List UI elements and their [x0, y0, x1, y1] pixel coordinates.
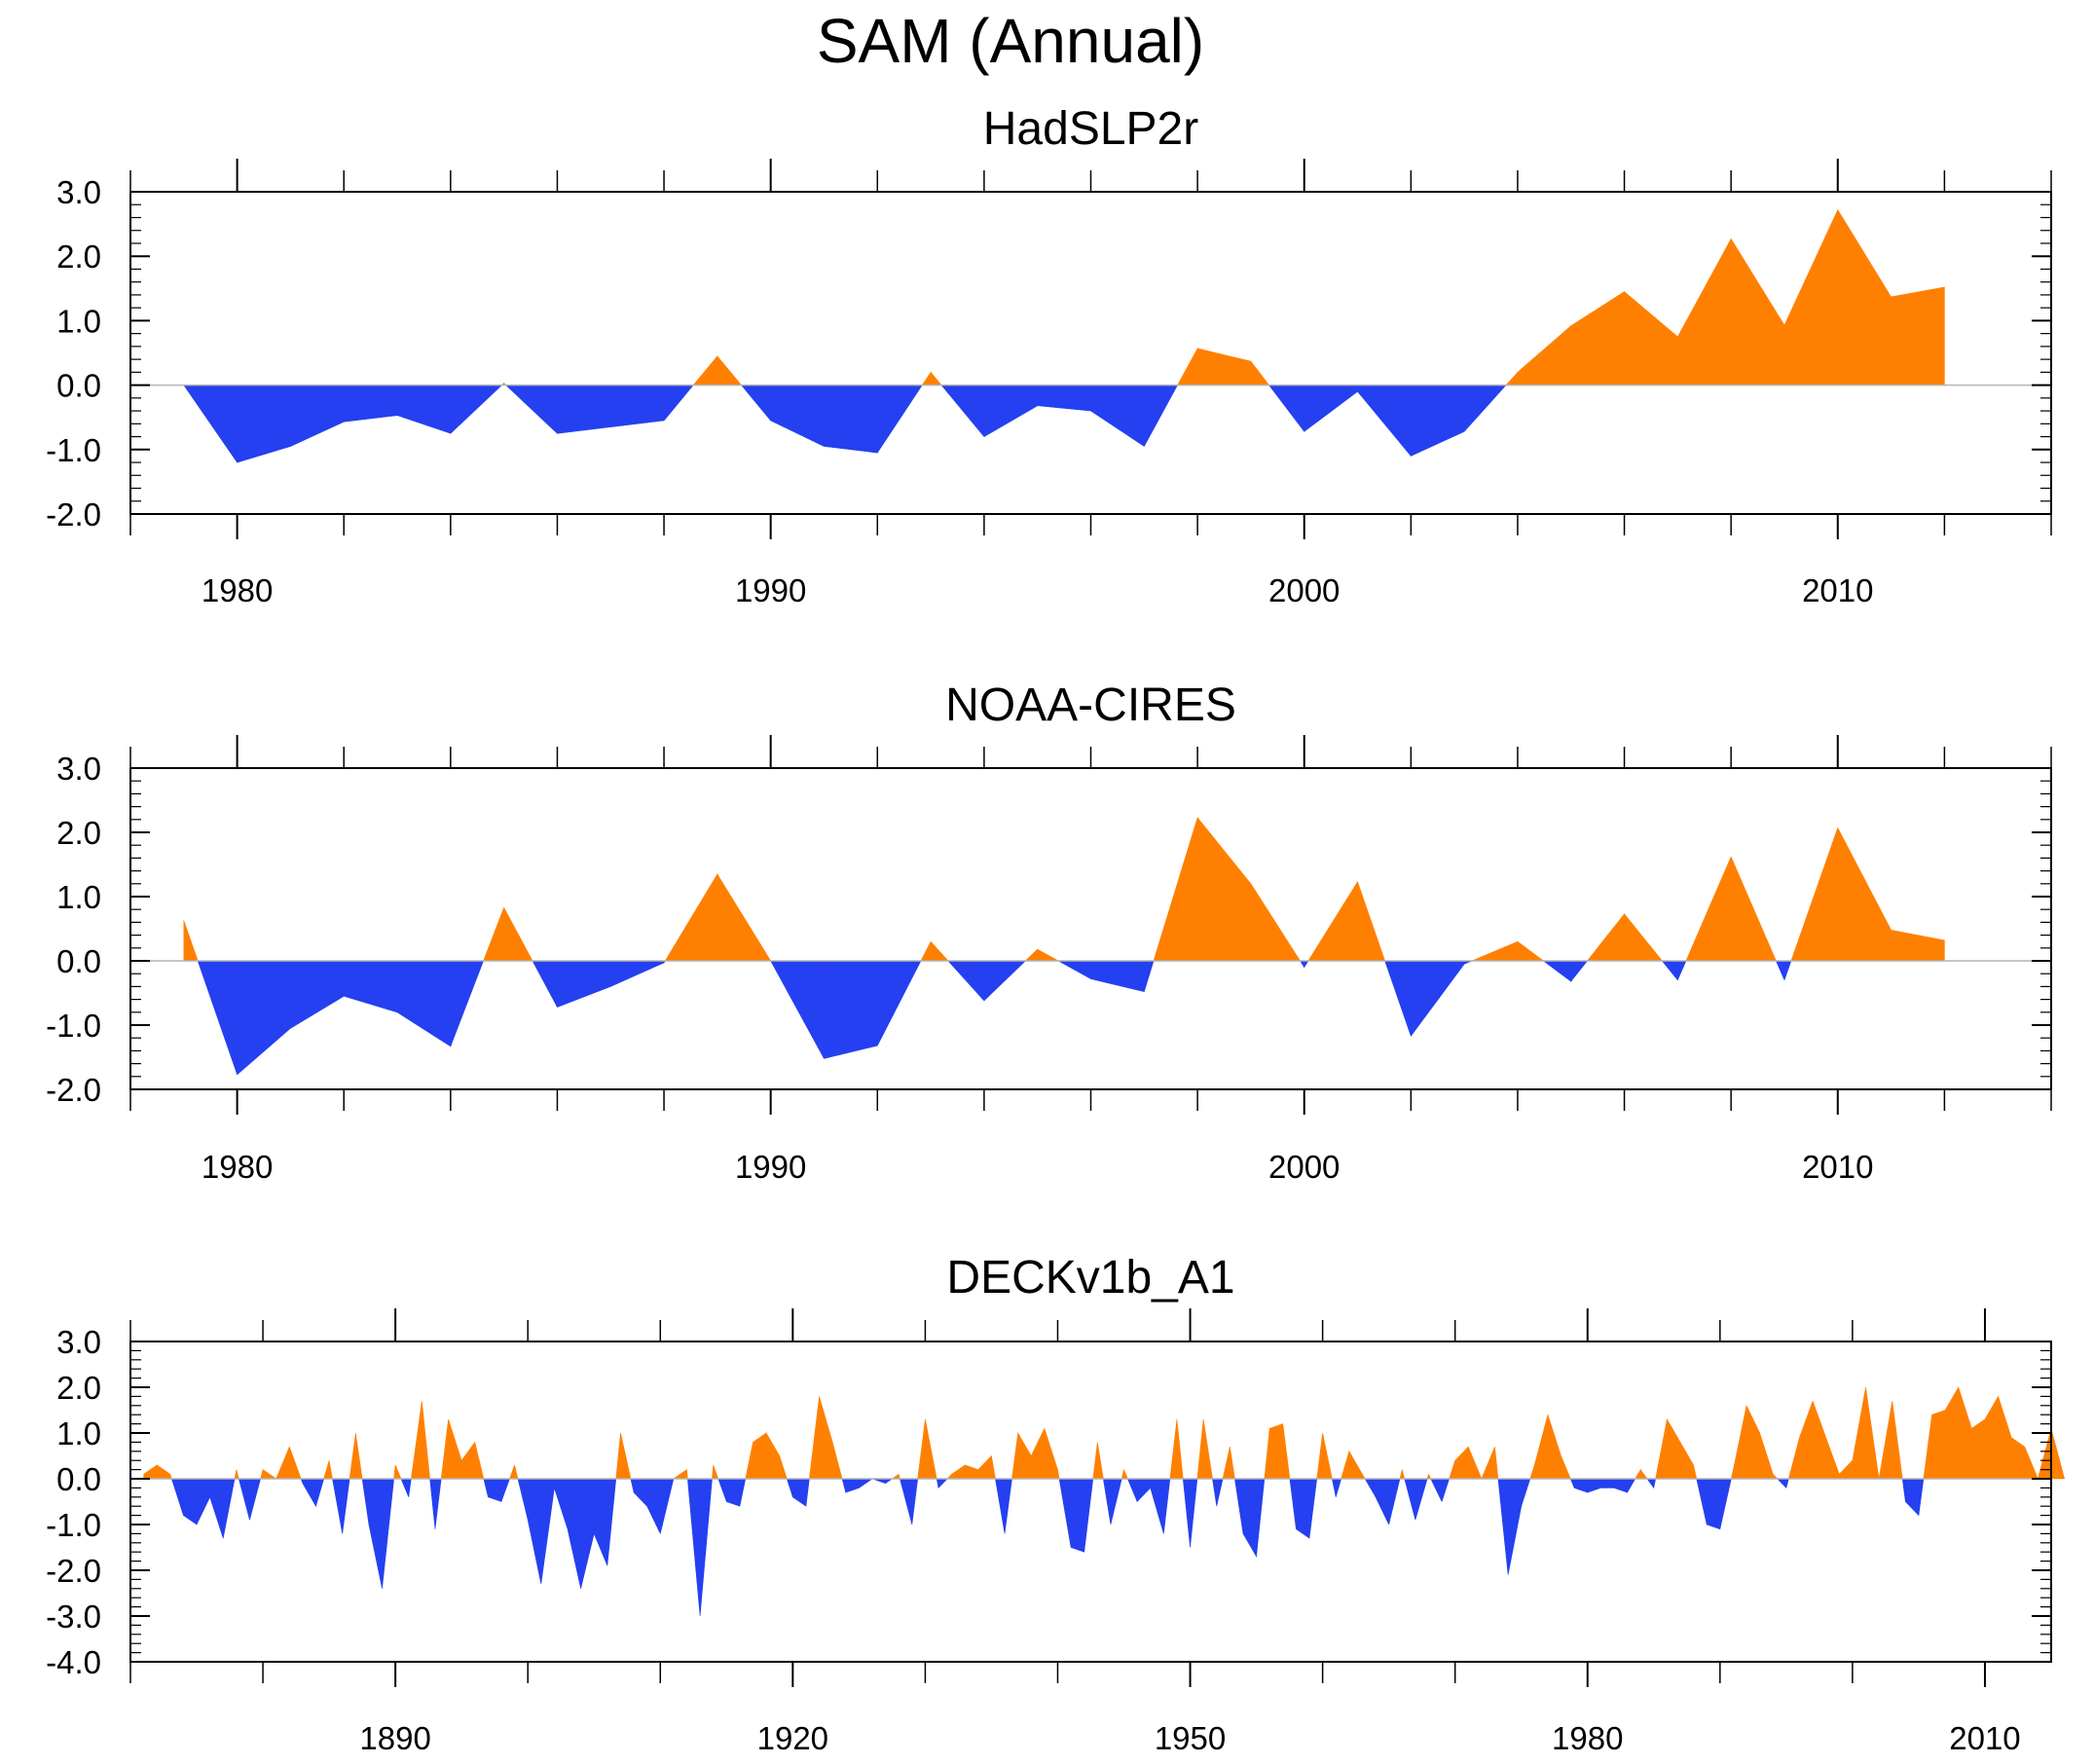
x-tick-label: 1920 — [757, 1720, 828, 1756]
subplot-title: DECKv1b_A1 — [946, 1252, 1234, 1304]
positive-area-deckv1b-a1 — [143, 1385, 2065, 1480]
negative-area-noaa-cires — [197, 960, 1792, 1076]
x-tick-label: 1990 — [735, 572, 806, 608]
y-tick-label: -1.0 — [46, 1507, 101, 1543]
y-tick-label: -2.0 — [46, 1072, 101, 1108]
y-tick-label: 1.0 — [56, 1415, 101, 1452]
y-tick-label: 1.0 — [56, 879, 101, 915]
chart-panel-hadslp2r: HadSLP2r -2.0 -1.0 0.0 1.0 2.0 3.0 1980 1990 2000… — [46, 103, 2052, 608]
x-tick-label: 2000 — [1268, 572, 1340, 608]
subplot-title: NOAA-CIRES — [945, 680, 1236, 731]
y-tick-label: 0.0 — [56, 1461, 101, 1497]
chart-panel-noaa-cires: NOAA-CIRES -2.0 -1.0 0.0 1.0 2.0 3.0 1980 1990 20… — [46, 680, 2052, 1185]
positive-area-hadslp2r — [500, 208, 1945, 386]
figure-title: SAM (Annual) — [817, 6, 1204, 76]
negative-area-deckv1b-a1 — [170, 1478, 1925, 1617]
y-tick-label: 3.0 — [56, 1324, 101, 1360]
negative-area-hadslp2r — [183, 385, 1507, 464]
x-tick-label: 1980 — [202, 1149, 273, 1185]
y-tick-label: -2.0 — [46, 496, 101, 533]
x-tick-label: 1980 — [202, 572, 273, 608]
x-tick-label: 1890 — [359, 1720, 430, 1756]
x-tick-label: 2010 — [1802, 1149, 1873, 1185]
y-tick-label: 0.0 — [56, 368, 101, 404]
x-tick-label: 1990 — [735, 1149, 806, 1185]
y-tick-label: 1.0 — [56, 303, 101, 339]
y-tick-label: -3.0 — [46, 1599, 101, 1635]
y-tick-label: -1.0 — [46, 1008, 101, 1044]
x-tick-label: 2000 — [1268, 1149, 1340, 1185]
y-tick-label: -1.0 — [46, 432, 101, 468]
plot-frame — [129, 1341, 2052, 1663]
subplot-title: HadSLP2r — [983, 103, 1198, 155]
x-tick-label: 2010 — [1949, 1720, 2020, 1756]
y-tick-label: 0.0 — [56, 943, 101, 979]
y-tick-label: 2.0 — [56, 239, 101, 275]
plot-frame — [129, 767, 2052, 1090]
y-tick-label: -2.0 — [46, 1553, 101, 1589]
chart-panel-deckv1b-a1: DECKv1b_A1 -4.0 -3.0 -2.0 -1.0 0.0 1.0 2.0 3.0 18… — [46, 1252, 2065, 1756]
y-tick-label: 3.0 — [56, 751, 101, 787]
y-tick-label: -4.0 — [46, 1644, 101, 1680]
y-tick-label: 2.0 — [56, 815, 101, 851]
x-tick-label: 2010 — [1802, 572, 1873, 608]
y-tick-label: 3.0 — [56, 174, 101, 210]
y-tick-label: 2.0 — [56, 1370, 101, 1406]
x-tick-label: 1950 — [1155, 1720, 1226, 1756]
positive-area-noaa-cires — [183, 816, 1945, 962]
x-tick-label: 1980 — [1552, 1720, 1623, 1756]
